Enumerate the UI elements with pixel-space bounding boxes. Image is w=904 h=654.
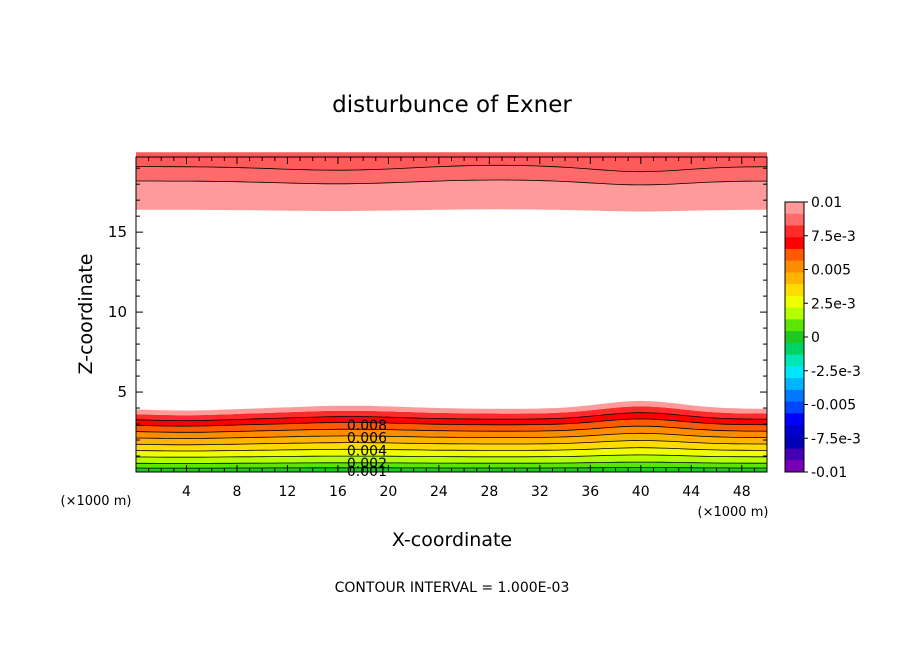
contour-band-bottom-4 — [136, 433, 767, 445]
colorbar: 0.01 7.5e-3 0.005 2.5e-3 0 -2.5e-3 -0.005 -7.5e… — [784, 195, 861, 481]
contour-line-bottom-6 — [135, 425, 768, 433]
contour-line-bottom-8 — [135, 412, 768, 422]
contour-band-top-1 — [136, 165, 767, 185]
contour-line-bottom-4 — [135, 440, 767, 446]
colorbar-swatch — [785, 342, 804, 356]
colorbar-label: -0.005 — [811, 398, 856, 414]
contour-band-bottom-8 — [136, 406, 767, 421]
contour-line-bottom-1 — [136, 461, 767, 464]
colorbar-swatch — [785, 436, 804, 450]
x-tick-label: 8 — [232, 484, 241, 500]
contour-band-bottom-9 — [136, 400, 767, 416]
contour-line-bottom-7 — [135, 418, 768, 427]
colorbar-swatch — [785, 319, 804, 332]
colorbar-swatch — [785, 448, 804, 461]
x-tick-label: 44 — [682, 484, 700, 500]
contour-label-4: 0.001 — [347, 464, 387, 480]
x-axis: 4 8 12 16 20 24 28 32 36 40 44 48 — [148, 157, 755, 500]
colorbar-swatch — [785, 401, 804, 414]
contour-line-bottom-5 — [135, 432, 767, 440]
colorbar-swatch — [785, 225, 804, 238]
colorbar-swatch — [785, 272, 804, 285]
colorbar-swatch — [785, 413, 804, 426]
colorbar-swatch — [785, 366, 804, 379]
colorbar-swatch — [785, 354, 804, 367]
contour-band-top-0 — [136, 180, 767, 212]
contour-band-bottom-6 — [136, 418, 767, 433]
colorbar-label: 2.5e-3 — [811, 296, 856, 312]
colorbar-swatch — [785, 237, 804, 250]
contour-label-1: 0.006 — [347, 431, 387, 447]
colorbar-swatch — [785, 425, 804, 438]
colorbar-label: -0.01 — [811, 465, 847, 481]
colorbar-swatch — [785, 284, 804, 297]
colorbar-swatch — [785, 248, 804, 262]
colorbar-label: 0.005 — [811, 263, 851, 279]
contour-line-top-0 — [136, 179, 767, 186]
colorbar-swatch — [785, 389, 804, 403]
contour-band-bottom-7 — [136, 412, 767, 427]
x-tick-label: 48 — [733, 484, 751, 500]
colorbar-swatch — [785, 202, 804, 215]
y-tick-label: 5 — [117, 383, 127, 401]
x-tick-label: 40 — [632, 484, 650, 500]
chart-title: disturbunce of Exner — [332, 92, 572, 118]
x-tick-label: 24 — [430, 484, 448, 500]
contour-line-top-1 — [136, 164, 768, 173]
colorbar-label: 0.01 — [811, 195, 842, 211]
x-tick-label: 12 — [279, 484, 297, 500]
x-unit-right: (×1000 m) — [698, 505, 769, 520]
contour-label-3: 0.002 — [347, 456, 387, 472]
colorbar-label: 7.5e-3 — [811, 229, 856, 245]
x-tick-label: 36 — [581, 484, 599, 500]
x-tick-label: 20 — [379, 484, 397, 500]
colorbar-swatch — [785, 307, 804, 320]
colorbar-swatch — [785, 378, 804, 391]
contour-line-bottom-3 — [135, 447, 767, 452]
colorbar-label: -2.5e-3 — [811, 364, 861, 380]
contour-label-2: 0.004 — [347, 443, 387, 459]
x-tick-label: 16 — [329, 484, 347, 500]
contour-band-bottom-5 — [136, 426, 767, 439]
colorbar-label: 0 — [811, 330, 820, 346]
contour-line-bottom-2 — [136, 454, 767, 458]
colorbar-label: -7.5e-3 — [811, 431, 861, 447]
x-tick-label: 32 — [531, 484, 549, 500]
plot-area — [135, 152, 768, 472]
contour-interval-note: CONTOUR INTERVAL = 1.000E-03 — [335, 580, 570, 596]
x-tick-label: 28 — [480, 484, 498, 500]
colorbar-swatch — [785, 460, 804, 473]
contour-label-0: 0.008 — [347, 418, 387, 434]
colorbar-swatch — [785, 295, 804, 309]
y-axis-label: Z-coordinate — [75, 254, 97, 375]
y-tick-label: 15 — [108, 223, 127, 241]
colorbar-swatch — [785, 331, 804, 344]
x-axis-label: X-coordinate — [392, 529, 512, 551]
colorbar-swatch — [785, 213, 804, 226]
contour-band-bottom-1 — [136, 454, 767, 464]
y-tick-label: 10 — [108, 303, 127, 321]
colorbar-swatch — [785, 260, 804, 273]
y-axis: 5 10 15 — [108, 167, 767, 457]
contour-band-bottom-0 — [136, 462, 767, 469]
x-tick-label: 4 — [182, 484, 191, 500]
x-unit-left: (×1000 m) — [61, 494, 132, 509]
